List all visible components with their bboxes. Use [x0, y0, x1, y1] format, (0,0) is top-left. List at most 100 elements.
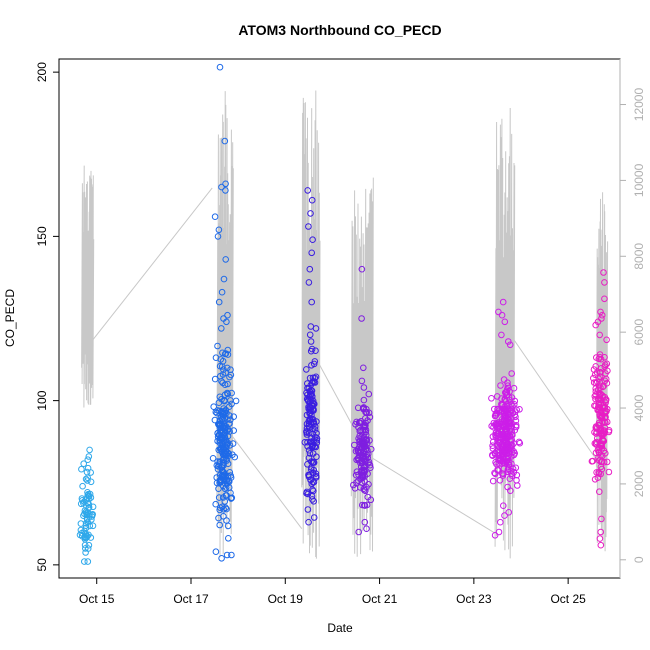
data-point [495, 424, 503, 432]
data-point [505, 458, 513, 466]
data-point [508, 370, 516, 377]
data-point [220, 472, 228, 480]
y2-tick-label: 2000 [632, 470, 646, 497]
data-point [214, 342, 221, 350]
data-point [501, 512, 508, 519]
data-point [84, 489, 91, 496]
data-point [360, 364, 367, 372]
data-point [211, 213, 219, 220]
data-point [358, 451, 366, 459]
data-point [218, 378, 225, 385]
data-point [593, 369, 601, 376]
data-point [497, 518, 504, 526]
data-point [213, 462, 221, 469]
data-point [361, 467, 368, 475]
data-point [312, 472, 320, 480]
data-point [212, 354, 220, 362]
data-point [358, 377, 366, 385]
data-point [215, 226, 223, 234]
data-point [363, 525, 370, 533]
data-point [222, 180, 229, 188]
data-point [219, 494, 227, 501]
data-point [223, 318, 230, 326]
data-point [600, 269, 607, 276]
x-tick-label: Oct 19 [268, 592, 304, 606]
data-point [497, 382, 504, 389]
data-point [86, 522, 94, 530]
data-point [506, 422, 514, 429]
data-point [596, 379, 603, 386]
data-point [358, 315, 365, 322]
data-point [357, 468, 365, 476]
data-point [312, 347, 319, 355]
data-point [310, 459, 318, 466]
y2-tick-label: 12000 [632, 88, 646, 122]
data-point [591, 440, 599, 447]
line-connector [92, 187, 213, 341]
data-point [601, 295, 608, 303]
data-point [309, 425, 316, 433]
data-point [491, 532, 499, 539]
data-point [84, 464, 92, 472]
data-point [500, 422, 507, 430]
y-tick-label: 150 [35, 226, 49, 246]
data-point [80, 512, 87, 520]
data-point [363, 501, 371, 509]
data-point [304, 438, 311, 446]
data-point [361, 423, 369, 431]
data-point [598, 415, 606, 422]
data-point [503, 431, 510, 439]
data-point [228, 551, 235, 559]
data-point [219, 413, 227, 420]
data-point [84, 477, 91, 484]
data-point [220, 417, 227, 424]
data-point [221, 381, 229, 389]
data-point [357, 419, 364, 427]
data-point [303, 429, 310, 436]
data-point [496, 477, 504, 484]
data-point [221, 137, 229, 145]
data-point [353, 418, 360, 426]
data-point [592, 430, 600, 437]
data-point [305, 471, 312, 479]
data-point [224, 390, 232, 398]
data-point [505, 461, 512, 468]
data-point [501, 318, 509, 326]
data-point [308, 396, 315, 403]
data-point [512, 423, 520, 431]
data-point [87, 478, 95, 486]
data-point [218, 555, 225, 562]
data-point [220, 444, 227, 452]
data-point [599, 383, 607, 391]
data-point [306, 331, 314, 339]
data-point [214, 407, 221, 414]
data-point [308, 434, 315, 442]
data-point [212, 408, 220, 416]
data-point [83, 468, 91, 476]
data-point [77, 526, 85, 534]
data-point [596, 369, 604, 376]
data-point [81, 558, 88, 565]
data-point [214, 233, 222, 240]
data-point [309, 416, 317, 423]
data-point [597, 528, 605, 536]
data-point [305, 279, 313, 286]
data-point [215, 494, 223, 501]
data-point [218, 183, 225, 191]
data-point [357, 484, 364, 491]
data-point [222, 369, 229, 377]
data-point [219, 409, 227, 416]
data-point [304, 187, 312, 194]
data-point [362, 443, 369, 451]
data-point [489, 433, 497, 440]
data-point [224, 522, 232, 530]
x-tick-label: Oct 15 [79, 592, 115, 606]
data-point [506, 341, 514, 349]
data-point [307, 409, 314, 417]
data-point [504, 379, 511, 387]
data-point [223, 505, 230, 513]
data-point [82, 531, 90, 539]
data-point [313, 453, 320, 461]
data-point [504, 466, 512, 473]
data-point [309, 496, 316, 503]
